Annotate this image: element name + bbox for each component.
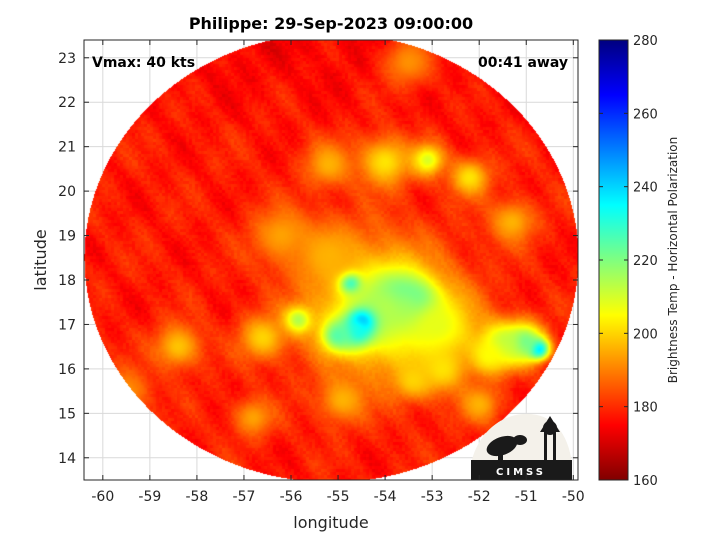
vmax-label: Vmax: 40 kts	[92, 55, 195, 71]
colorbar	[598, 39, 629, 481]
x-tick-label: -57	[233, 489, 256, 505]
colorbar-tick-label: 260	[633, 107, 658, 122]
colorbar-label: Brightness Temp - Horizontal Polarizatio…	[666, 137, 680, 384]
y-tick-label: 21	[58, 140, 76, 156]
cimss-logo: CIMSS	[471, 413, 572, 480]
x-tick-label: -56	[280, 489, 303, 505]
colorbar-tick-label: 220	[633, 254, 658, 269]
x-axis-label: longitude	[293, 513, 368, 532]
time-offset-label: 00:41 away	[478, 55, 568, 71]
x-tick-label: -52	[468, 489, 491, 505]
x-tick-label: -51	[515, 489, 538, 505]
x-tick-label: -53	[421, 489, 444, 505]
colorbar-tick-label: 180	[633, 401, 658, 416]
colorbar-tick-label: 240	[633, 181, 658, 196]
y-tick-label: 23	[58, 51, 76, 67]
x-tick-label: -55	[327, 489, 350, 505]
y-tick-label: 17	[58, 317, 76, 333]
chart-title: Philippe: 29-Sep-2023 09:00:00	[189, 14, 473, 33]
y-tick-label: 16	[58, 362, 76, 378]
colorbar-tick-label: 160	[633, 474, 658, 489]
x-tick-label: -58	[185, 489, 208, 505]
colorbar-tick-label: 200	[633, 327, 658, 342]
y-tick-label: 19	[58, 229, 76, 245]
colorbar-tick-label: 280	[633, 34, 658, 49]
y-axis: 14 15 16 17 18 19 20 21 22 23	[58, 51, 578, 467]
x-axis: -60 -59 -58 -57 -56 -55 -54 -53 -52 -51 -50	[91, 40, 585, 505]
y-tick-label: 20	[58, 184, 76, 200]
y-tick-label: 15	[58, 406, 76, 422]
colorbar-ticks: 160 180 200 220 240 260 280	[599, 34, 658, 489]
x-tick-label: -60	[91, 489, 114, 505]
brightness-temperature-swath	[84, 40, 578, 480]
x-tick-label: -50	[562, 489, 585, 505]
cimss-logo-text: CIMSS	[496, 467, 546, 478]
x-tick-label: -59	[138, 489, 161, 505]
axes-frame	[83, 39, 579, 481]
x-tick-label: -54	[374, 489, 397, 505]
y-axis-label: latitude	[31, 229, 50, 290]
y-tick-label: 14	[58, 451, 76, 467]
y-tick-label: 18	[58, 273, 76, 289]
y-tick-label: 22	[58, 95, 76, 111]
